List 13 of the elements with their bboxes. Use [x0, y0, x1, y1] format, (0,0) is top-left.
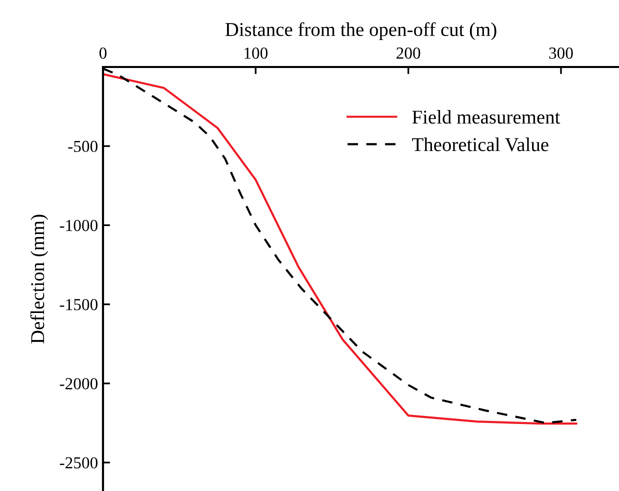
x-tick-label: 200	[396, 48, 420, 59]
y-tick-label: -1000	[60, 220, 98, 232]
y-tick-label: -2000	[60, 378, 98, 390]
legend-label: Theoretical Value	[412, 138, 548, 152]
y-tick-label: -500	[68, 140, 98, 152]
y-tick-label: -2500	[60, 457, 98, 468]
x-axis-title: Distance from the open-off cut (m)	[225, 22, 496, 40]
x-tick-label: 0	[99, 48, 107, 59]
x-tick-label: 300	[549, 48, 573, 59]
x-tick-label: 100	[244, 48, 268, 59]
y-axis-title: Deflection (mm)	[30, 214, 48, 344]
legend-label: Field measurement	[412, 110, 560, 124]
y-tick-label: -1500	[60, 299, 98, 310]
